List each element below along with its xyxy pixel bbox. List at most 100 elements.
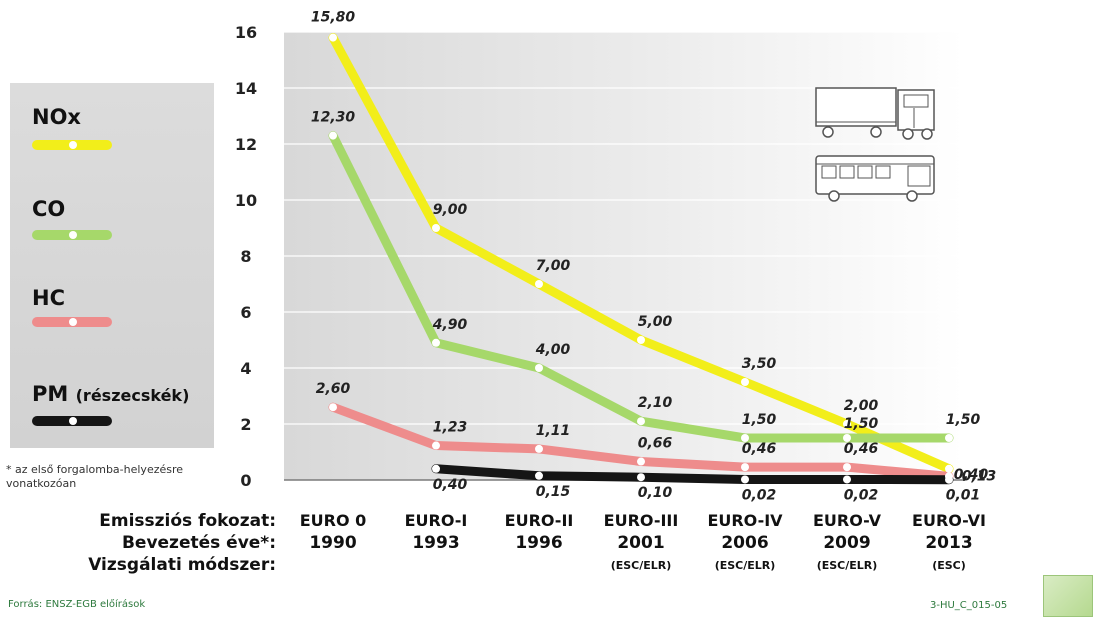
- data-label-pm: 0,02: [742, 487, 777, 503]
- data-label-hc: 0,46: [742, 441, 777, 457]
- legend-swatch-co: [32, 230, 112, 240]
- data-point-nox: [329, 33, 337, 42]
- x-category-method: (ESC/ELR): [714, 559, 776, 572]
- data-label-co: 1,50: [946, 412, 981, 428]
- x-category-method: (ESC/ELR): [610, 559, 672, 572]
- legend-label-pm-suffix: (részecskék): [75, 386, 190, 405]
- data-point-nox: [843, 420, 851, 428]
- data-label-nox: 2,00: [844, 398, 879, 414]
- data-point-hc: [432, 441, 440, 450]
- decorative-green-square: [1043, 575, 1093, 617]
- x-category-method: (ESC): [932, 559, 966, 572]
- data-point-nox: [945, 464, 953, 473]
- legend-label-nox: NOx: [32, 105, 81, 129]
- data-point-nox: [637, 336, 645, 344]
- x-category-name: EURO-VI: [912, 511, 986, 530]
- x-category-year: 1990: [309, 533, 357, 553]
- data-point-nox: [535, 280, 543, 288]
- data-point-nox: [741, 378, 749, 386]
- data-point-pm: [535, 471, 543, 480]
- x-category-year: 2001: [617, 533, 665, 553]
- x-category-year: 2006: [721, 533, 769, 553]
- data-point-co: [329, 131, 337, 140]
- source-note: Forrás: ENSZ-EGB előírások: [8, 599, 146, 610]
- data-point-pm: [945, 475, 953, 484]
- x-category-method: (ESC/ELR): [816, 559, 878, 572]
- data-label-co: 4,90: [432, 317, 468, 333]
- data-label-pm: 0,15: [536, 484, 571, 500]
- y-tick-label: 16: [235, 23, 257, 42]
- y-tick-label: 2: [240, 415, 251, 434]
- truck-icon: [815, 87, 935, 140]
- data-label-hc: 0,46: [844, 441, 879, 457]
- legend-swatch-nox: [32, 140, 112, 150]
- data-point-co: [843, 434, 851, 442]
- row-label-stage: Emissziós fokozat:: [99, 511, 276, 531]
- data-point-hc: [637, 457, 645, 466]
- data-label-co: 2,10: [638, 395, 673, 411]
- data-point-nox: [432, 224, 440, 232]
- data-label-co: 4,00: [535, 342, 571, 358]
- data-label-pm: 0,01: [946, 488, 981, 504]
- data-point-co: [741, 434, 749, 442]
- legend-label-co: CO: [32, 197, 66, 221]
- data-point-pm: [741, 475, 749, 484]
- data-label-nox: 7,00: [536, 258, 571, 274]
- data-point-co: [432, 338, 440, 347]
- x-category-year: 2013: [925, 533, 973, 553]
- x-category-year: 1993: [412, 533, 460, 553]
- legend-label-pm-name: PM: [32, 382, 69, 406]
- y-tick-label: 0: [240, 471, 251, 490]
- x-category-name: EURO-V: [813, 511, 881, 530]
- legend-label-hc: HC: [32, 286, 65, 310]
- x-category-name: EURO 0: [299, 511, 367, 530]
- x-category-name: EURO-II: [504, 511, 574, 530]
- data-point-hc: [535, 444, 543, 453]
- legend-swatch-pm: [32, 416, 112, 426]
- y-tick-label: 10: [235, 191, 257, 210]
- x-category-year: 1996: [515, 533, 563, 553]
- data-label-hc: 0,13: [962, 468, 997, 484]
- data-label-pm: 0,02: [844, 487, 879, 503]
- row-label-method: Vizsgálati módszer:: [88, 555, 276, 575]
- data-label-nox: 5,00: [638, 314, 673, 330]
- footnote: * az első forgalomba-helyezésre vonatkoz…: [6, 463, 184, 490]
- legend-label-pm: PM (részecskék): [32, 382, 189, 406]
- data-label-pm: 0,10: [638, 485, 673, 501]
- data-label-nox: 9,00: [433, 202, 468, 218]
- data-point-pm: [843, 475, 851, 484]
- figure-code: 3-HU_C_015-05: [930, 600, 1008, 611]
- data-point-hc: [329, 403, 337, 412]
- data-label-hc: 1,23: [433, 420, 468, 436]
- data-point-co: [637, 417, 645, 426]
- data-label-hc: 2,60: [316, 381, 351, 397]
- data-point-hc: [843, 463, 851, 472]
- y-tick-label: 14: [235, 79, 257, 98]
- series-line-pm: [431, 464, 954, 485]
- data-label-hc: 0,66: [638, 436, 673, 452]
- bus-icon: [815, 155, 935, 202]
- y-tick-label: 8: [240, 247, 251, 266]
- data-point-pm: [637, 473, 645, 482]
- data-label-nox: 0,40: [954, 467, 989, 483]
- data-label-pm: 0,40: [433, 477, 468, 493]
- x-category-name: EURO-I: [404, 511, 468, 530]
- data-point-co: [945, 434, 953, 442]
- row-label-year: Bevezetés éve*:: [121, 533, 276, 553]
- data-label-co: 1,50: [844, 416, 879, 432]
- data-label-nox: 3,50: [742, 356, 777, 372]
- data-label-co: 1,50: [742, 412, 777, 428]
- y-tick-label: 12: [235, 135, 257, 154]
- data-point-hc: [741, 463, 749, 472]
- data-label-nox: 15,80: [311, 10, 356, 26]
- data-point-co: [535, 364, 543, 372]
- data-label-hc: 1,11: [536, 423, 571, 439]
- y-tick-label: 4: [240, 359, 251, 378]
- x-category-name: EURO-III: [603, 511, 679, 530]
- data-point-pm: [432, 464, 440, 473]
- y-tick-label: 6: [240, 303, 251, 322]
- data-label-co: 12,30: [311, 110, 356, 126]
- legend: NOx CO HC PM (részecskék): [10, 83, 214, 448]
- x-category-year: 2009: [823, 533, 871, 553]
- legend-swatch-hc: [32, 317, 112, 327]
